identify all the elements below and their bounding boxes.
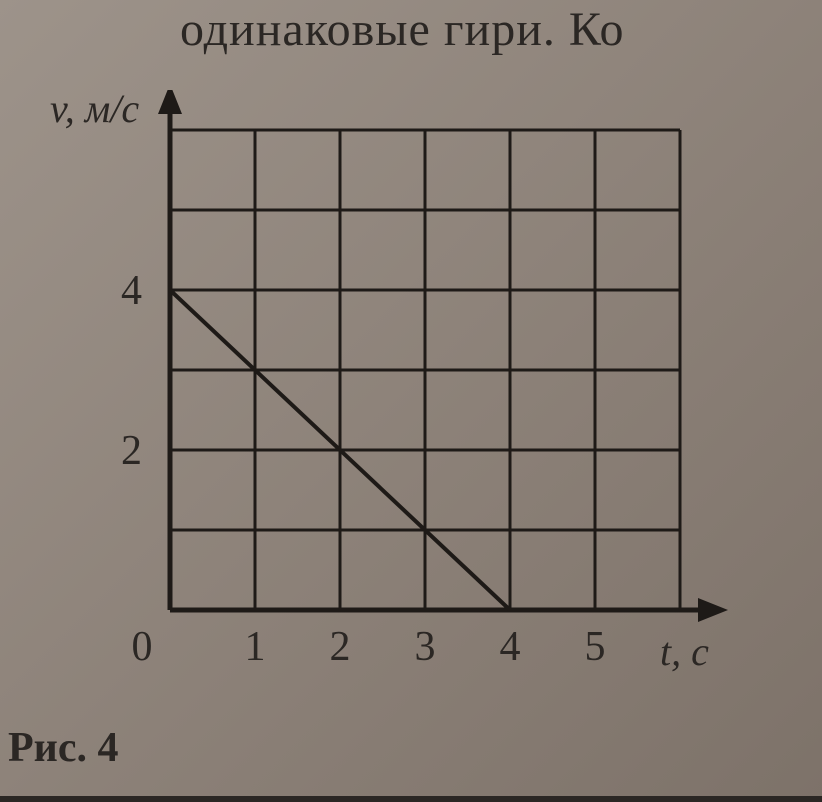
chart-svg: 0 1 2 3 4 5 2 4 v, м/с t, с xyxy=(40,90,780,700)
x-tick-label: 3 xyxy=(415,624,436,670)
y-tick-label: 2 xyxy=(121,428,142,474)
velocity-time-chart: 0 1 2 3 4 5 2 4 v, м/с t, с xyxy=(40,90,780,700)
y-tick-label: 4 xyxy=(121,268,142,314)
page-root: одинаковые гири. Ко 0 1 2 3 4 5 2 4 v, м/с t, с Р… xyxy=(0,0,822,802)
page-bottom-rule xyxy=(0,796,822,802)
x-tick-label: 4 xyxy=(500,624,521,670)
x-tick-label: 1 xyxy=(245,624,266,670)
y-axis-arrow-icon xyxy=(158,90,182,114)
context-text-fragment: одинаковые гири. Ко xyxy=(180,2,625,57)
x-tick-label: 2 xyxy=(330,624,351,670)
x-tick-label: 0 xyxy=(132,624,153,670)
figure-caption: Рис. 4 xyxy=(8,724,119,772)
x-axis-arrow-icon xyxy=(698,598,728,622)
x-tick-label: 5 xyxy=(585,624,606,670)
y-axis-label: v, м/с xyxy=(50,90,139,131)
x-axis-label: t, с xyxy=(660,629,709,674)
